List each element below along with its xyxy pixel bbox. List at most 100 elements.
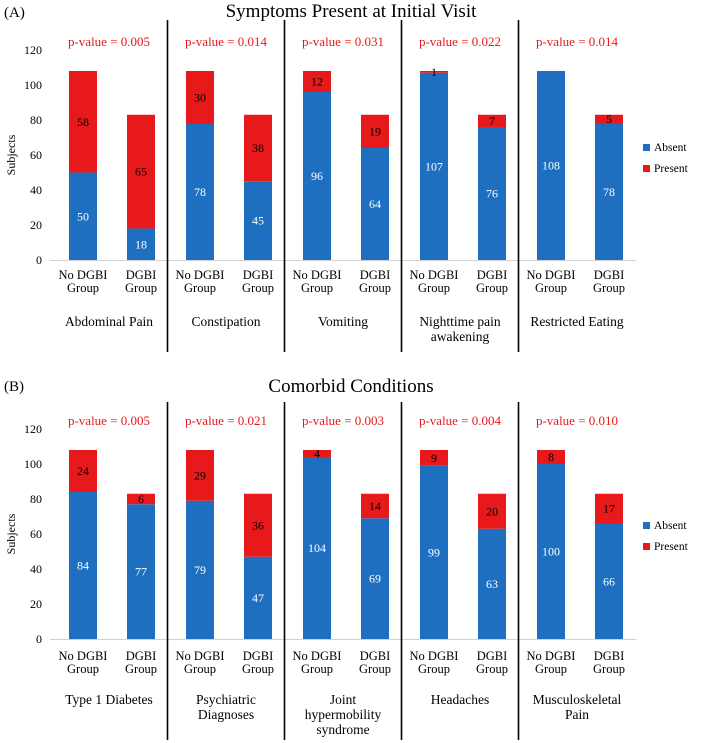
- p-value-label: p-value = 0.022: [419, 34, 501, 49]
- group-label-line: Restricted Eating: [530, 314, 624, 329]
- category-label-line: Group: [242, 281, 274, 295]
- legend-label-present: Present: [654, 541, 689, 553]
- category-label-line: Group: [418, 281, 450, 295]
- category-label: No DGBI Group: [59, 649, 108, 676]
- group-label: Headaches: [431, 692, 489, 707]
- chart-panel-b: (B) Comorbid Conditions 0 20 40 60 80 100 120 Sub…: [4, 376, 689, 740]
- category-label-line: Group: [418, 662, 450, 676]
- chart-title: Symptoms Present at Initial Visit: [226, 1, 478, 22]
- category-label-line: DGBI: [360, 649, 391, 663]
- legend-swatch-present: [643, 165, 650, 172]
- category-label: DGBI Group: [359, 649, 391, 676]
- data-label-absent: 69: [369, 572, 381, 586]
- group-label-line: Nighttime pain: [419, 314, 501, 329]
- group-label: Nighttime pain awakening: [419, 314, 501, 344]
- bar-absent: [244, 181, 272, 260]
- group-label-line: Diagnoses: [198, 707, 254, 722]
- bar-absent: [303, 457, 331, 639]
- category-label: No DGBI Group: [527, 649, 576, 676]
- category-label-line: DGBI: [243, 268, 274, 282]
- legend-label-absent: Absent: [654, 142, 687, 154]
- group-label-line: Vomiting: [318, 314, 368, 329]
- group-label-line: Type 1 Diabetes: [65, 692, 153, 707]
- data-label-present: 19: [369, 124, 381, 138]
- data-label-absent: 99: [428, 545, 440, 559]
- legend-label-absent: Absent: [654, 520, 687, 532]
- bar-absent: [478, 528, 506, 639]
- category-label: DGBI Group: [359, 268, 391, 295]
- data-label-absent: 45: [252, 214, 264, 228]
- bar-present: [361, 493, 389, 519]
- group-label: Abdominal Pain: [65, 314, 153, 329]
- data-label-present: 58: [77, 115, 89, 129]
- category-label-line: Group: [184, 281, 216, 295]
- group-label: Constipation: [191, 314, 260, 329]
- bar-absent: [537, 71, 565, 260]
- bar-absent: [127, 504, 155, 639]
- category-label-line: Group: [359, 281, 391, 295]
- data-label-present: 36: [252, 518, 264, 532]
- category-label-line: No DGBI: [527, 649, 576, 663]
- p-value-label: p-value = 0.003: [302, 413, 384, 428]
- y-tick-label: 80: [30, 113, 42, 127]
- category-label-line: No DGBI: [176, 649, 225, 663]
- bar-absent: [186, 500, 214, 639]
- bar-present: [595, 114, 623, 124]
- y-tick-label: 60: [30, 527, 42, 541]
- category-label-line: Group: [476, 281, 508, 295]
- bar-present: [303, 450, 331, 457]
- data-label-present: 1: [431, 65, 437, 79]
- y-tick-label: 100: [24, 78, 42, 92]
- bar-absent: [595, 523, 623, 639]
- data-label-present: 17: [603, 502, 615, 516]
- bar-absent: [595, 123, 623, 260]
- category-label-line: Group: [184, 662, 216, 676]
- group-label-line: Constipation: [191, 314, 260, 329]
- data-label-absent: 108: [542, 159, 560, 173]
- data-label-present: 14: [369, 499, 381, 513]
- data-label-present: 38: [252, 141, 264, 155]
- category-label-line: Group: [67, 281, 99, 295]
- bar-present: [69, 71, 97, 173]
- category-label-line: DGBI: [477, 649, 508, 663]
- category-label-line: Group: [593, 662, 625, 676]
- category-label: DGBI Group: [242, 649, 274, 676]
- data-label-absent: 107: [425, 159, 443, 173]
- category-label: No DGBI Group: [410, 268, 459, 295]
- bar-present: [244, 493, 272, 557]
- p-value-label: p-value = 0.010: [536, 413, 618, 428]
- bar-present: [303, 71, 331, 92]
- category-label-line: DGBI: [477, 268, 508, 282]
- y-tick-label: 20: [30, 597, 42, 611]
- category-label: No DGBI Group: [410, 649, 459, 676]
- bar-absent: [478, 127, 506, 260]
- bar-present: [127, 493, 155, 505]
- y-tick-label: 0: [36, 253, 42, 267]
- category-label-line: No DGBI: [293, 649, 342, 663]
- category-label-line: DGBI: [126, 268, 157, 282]
- category-label-line: Group: [242, 662, 274, 676]
- data-label-present: 12: [311, 75, 323, 89]
- group-label: Vomiting: [318, 314, 368, 329]
- y-tick-label: 120: [24, 43, 42, 57]
- category-label-line: Group: [535, 281, 567, 295]
- category-label: No DGBI Group: [527, 268, 576, 295]
- y-tick-label: 0: [36, 632, 42, 646]
- category-label-line: No DGBI: [176, 268, 225, 282]
- category-label-line: No DGBI: [59, 268, 108, 282]
- category-label-line: DGBI: [243, 649, 274, 663]
- bar-absent: [420, 465, 448, 639]
- category-label: DGBI Group: [125, 649, 157, 676]
- category-label-line: Group: [67, 662, 99, 676]
- category-label: DGBI Group: [593, 268, 625, 295]
- category-label: DGBI Group: [476, 649, 508, 676]
- bar-absent: [69, 172, 97, 260]
- category-label-line: Group: [593, 281, 625, 295]
- bar-absent: [303, 92, 331, 260]
- bar-present: [186, 450, 214, 501]
- bar-present: [478, 114, 506, 127]
